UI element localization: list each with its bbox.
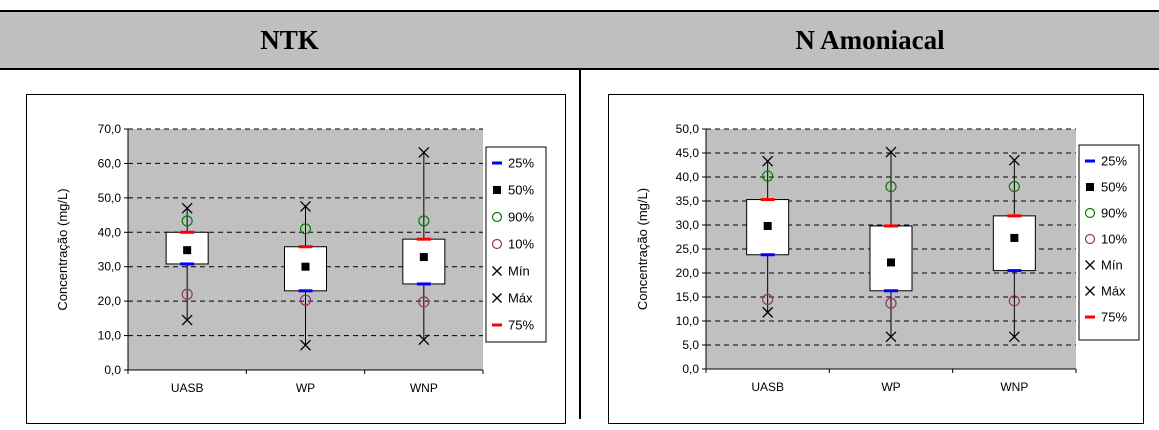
y-tick-label: 10,0 (676, 314, 700, 328)
chart-frame-n-amoniacal: 0,0 5,0 10,0 15,0 20,0 25,0 30,0 35,0 40,0 45,0 50… (608, 94, 1144, 424)
legend-symbol-1 (493, 186, 501, 194)
marker-p90-wp (299, 223, 312, 235)
legend-box (1078, 144, 1140, 341)
legend-label: Mín (508, 264, 530, 279)
marker-min-uasb (762, 306, 774, 318)
legend-label: 75% (1101, 310, 1127, 325)
x-tick-label: UASB (171, 381, 204, 395)
marker-p90-wnp (418, 215, 430, 227)
legend-label: Máx (508, 291, 533, 306)
marker-p50-wp (301, 262, 310, 271)
marker-p10-wnp (1008, 295, 1020, 307)
y-tick-label: 20,0 (676, 266, 700, 280)
y-axis-label: Concentração (mg/L) (635, 188, 650, 310)
y-tick-label: 40,0 (676, 170, 700, 184)
x-tick-label: WP (881, 380, 900, 394)
y-tick-label: 70,0 (98, 122, 122, 136)
marker-min-wnp (418, 334, 430, 346)
chart-n-amoniacal: 0,0 5,0 10,0 15,0 20,0 25,0 30,0 35,0 40,0 45,0 50… (635, 122, 1140, 394)
marker-max-wp (300, 201, 311, 212)
box-wnp (402, 238, 446, 285)
y-tick-label: 50,0 (676, 122, 700, 136)
y-tick-label: 25,0 (676, 242, 700, 256)
legend-box (485, 146, 547, 343)
marker-p10-uasb (181, 288, 193, 300)
legend-label: 25% (508, 156, 534, 171)
marker-p90-wp (885, 180, 897, 193)
legend-label: 25% (1101, 154, 1127, 169)
y-axis-label: Concentração (mg/L) (55, 188, 70, 310)
y-tick-label: 5,0 (682, 338, 699, 352)
legend-label: 10% (1101, 232, 1127, 247)
legend-symbol-4 (492, 266, 502, 276)
y-tick-label: 10,0 (98, 329, 122, 343)
marker-max-uasb (181, 202, 193, 214)
header-title-right: N Amoniacal (795, 25, 945, 55)
legend-symbol-4 (1085, 260, 1095, 270)
cell-divider (579, 70, 581, 419)
x-tick-label: WP (296, 381, 315, 395)
legend-label: 10% (508, 237, 534, 252)
marker-min-uasb (181, 314, 193, 326)
y-tick-label: 45,0 (676, 146, 700, 160)
chart-ntk: 0,0 10,0 20,0 30,0 40,0 50,0 60,0 70,0 Concentra… (55, 122, 547, 395)
legend-symbol-5 (492, 293, 502, 303)
marker-p10-uasb (762, 293, 774, 305)
y-tick-label: 60,0 (98, 156, 122, 170)
marker-p50-wnp (419, 253, 428, 262)
marker-p90-wnp (1008, 180, 1020, 193)
marker-p10-wp (299, 294, 312, 306)
marker-p90-uasb (762, 170, 774, 182)
marker-p50-uasb (763, 221, 772, 230)
marker-min-wnp (1008, 331, 1020, 343)
y-tick-label: 30,0 (98, 260, 122, 274)
header-row: NTK N Amoniacal (0, 10, 1159, 70)
legend-label: 50% (508, 183, 534, 198)
chart-frame-ntk: 0,0 10,0 20,0 30,0 40,0 50,0 60,0 70,0 Concentra… (26, 94, 566, 424)
legend-symbol-3 (1084, 233, 1096, 245)
marker-min-wp (885, 331, 897, 343)
y-tick-label: 0,0 (682, 362, 699, 376)
legend-symbol-2 (491, 211, 503, 223)
legend-symbol-5 (1085, 286, 1095, 296)
x-tick-label: UASB (751, 380, 784, 394)
y-tick-label: 15,0 (676, 290, 700, 304)
marker-max-wnp (1008, 154, 1020, 166)
marker-p10-wnp (418, 296, 430, 308)
y-tick-label: 20,0 (98, 294, 122, 308)
legend-symbol-1 (1086, 183, 1094, 191)
legend-symbol-3 (491, 238, 503, 250)
legend-label: 90% (1101, 206, 1127, 221)
x-tick-label: WNP (410, 381, 438, 395)
marker-p10-wp (885, 297, 897, 309)
legend-symbol-2 (1084, 207, 1096, 219)
y-tick-label: 40,0 (98, 225, 122, 239)
legend-label: 75% (508, 318, 534, 333)
y-tick-label: 50,0 (98, 191, 122, 205)
page: NTK N Amoniacal 0,0 10,0 20,0 30,0 40,0 50,0 6… (0, 10, 1159, 424)
y-tick-label: 30,0 (676, 218, 700, 232)
legend-label: Mín (1101, 258, 1123, 273)
marker-p50-wp (887, 258, 895, 267)
header-title-left: NTK (260, 25, 319, 55)
marker-p90-uasb (181, 215, 193, 227)
box-wp (869, 225, 913, 292)
marker-max-wp (885, 146, 897, 158)
y-tick-label: 0,0 (104, 363, 121, 377)
marker-max-wnp (418, 146, 430, 158)
box-wnp (992, 215, 1036, 272)
legend-label: 50% (1101, 180, 1127, 195)
marker-p50-uasb (183, 246, 192, 255)
legend-label: Máx (1101, 284, 1126, 299)
marker-p50-wnp (1010, 233, 1019, 242)
y-tick-label: 35,0 (676, 194, 700, 208)
legend-label: 90% (508, 210, 534, 225)
marker-min-wp (300, 339, 311, 351)
x-tick-label: WNP (1000, 380, 1028, 394)
marker-max-uasb (762, 155, 774, 167)
